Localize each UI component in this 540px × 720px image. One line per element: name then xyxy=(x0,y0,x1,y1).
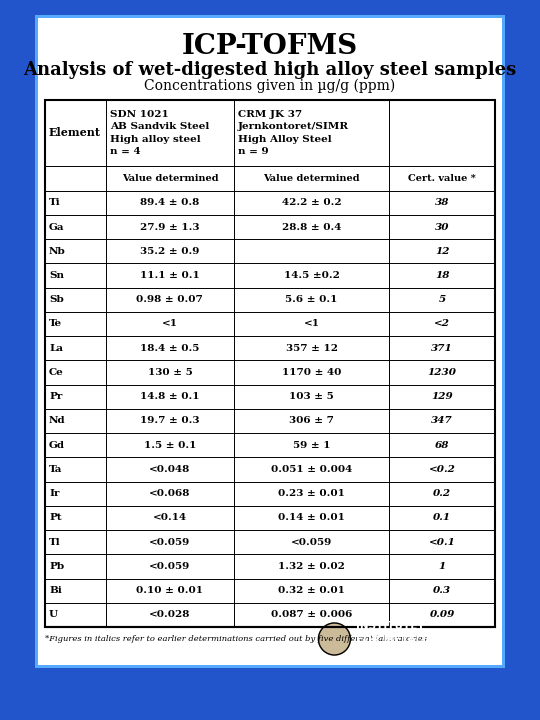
Text: 306 ± 7: 306 ± 7 xyxy=(289,416,334,426)
Text: <0.2: <0.2 xyxy=(429,465,456,474)
Text: 28.8 ± 0.4: 28.8 ± 0.4 xyxy=(282,222,341,232)
Text: 35.2 ± 0.9: 35.2 ± 0.9 xyxy=(140,247,200,256)
Text: SDN 1021
AB Sandvik Steel
High alloy steel
n = 4: SDN 1021 AB Sandvik Steel High alloy ste… xyxy=(110,109,209,156)
Text: 103 ± 5: 103 ± 5 xyxy=(289,392,334,401)
Text: 0.32 ± 0.01: 0.32 ± 0.01 xyxy=(278,586,345,595)
Text: Pr: Pr xyxy=(49,392,63,401)
Text: 0.10 ± 0.01: 0.10 ± 0.01 xyxy=(137,586,204,595)
Text: <0.14: <0.14 xyxy=(153,513,187,523)
Text: Tl: Tl xyxy=(49,538,60,546)
Text: 0.2: 0.2 xyxy=(433,489,451,498)
Text: Analysis of wet-digested high alloy steel samples: Analysis of wet-digested high alloy stee… xyxy=(23,61,517,79)
Text: 89.4 ± 0.8: 89.4 ± 0.8 xyxy=(140,198,199,207)
Text: 1: 1 xyxy=(438,562,445,571)
Text: 5: 5 xyxy=(438,295,445,305)
Text: 27.9 ± 1.3: 27.9 ± 1.3 xyxy=(140,222,200,232)
Text: <0.048: <0.048 xyxy=(149,465,191,474)
Text: <1: <1 xyxy=(303,320,320,328)
Text: Sn: Sn xyxy=(49,271,64,280)
Text: <0.059: <0.059 xyxy=(149,562,191,571)
Text: Value determined: Value determined xyxy=(264,174,360,183)
Text: Nb: Nb xyxy=(49,247,66,256)
Text: Pt: Pt xyxy=(49,513,62,523)
Text: <1: <1 xyxy=(162,320,178,328)
Text: 14.5 ±0.2: 14.5 ±0.2 xyxy=(284,271,340,280)
Text: ICP-TOFMS: ICP-TOFMS xyxy=(182,32,358,60)
Text: CRM JK 37
Jernkontoret/SIMR
High Alloy Steel
n = 9: CRM JK 37 Jernkontoret/SIMR High Alloy S… xyxy=(238,109,349,156)
Text: 18.4 ± 0.5: 18.4 ± 0.5 xyxy=(140,343,200,353)
Text: 14.8 ± 0.1: 14.8 ± 0.1 xyxy=(140,392,200,401)
Text: Cert. value *: Cert. value * xyxy=(408,174,476,183)
Text: 130 ± 5: 130 ± 5 xyxy=(147,368,192,377)
Text: U: U xyxy=(49,611,58,619)
Text: 1.5 ± 0.1: 1.5 ± 0.1 xyxy=(144,441,196,450)
Text: Ce: Ce xyxy=(49,368,64,377)
Text: 5.6 ± 0.1: 5.6 ± 0.1 xyxy=(286,295,338,305)
Text: 357 ± 12: 357 ± 12 xyxy=(286,343,338,353)
Text: SWEDISH INSTITUTE FOR METALS RESEARCH: SWEDISH INSTITUTE FOR METALS RESEARCH xyxy=(356,644,496,649)
Text: 19.7 ± 0.3: 19.7 ± 0.3 xyxy=(140,416,200,426)
Bar xyxy=(38,18,502,665)
Text: <0.059: <0.059 xyxy=(291,538,332,546)
Text: 12: 12 xyxy=(435,247,449,256)
Text: Pb: Pb xyxy=(49,562,64,571)
Text: Ir: Ir xyxy=(49,489,59,498)
Text: <0.028: <0.028 xyxy=(149,611,191,619)
Text: 0.3: 0.3 xyxy=(433,586,451,595)
Text: 0.1: 0.1 xyxy=(433,513,451,523)
Text: Ti: Ti xyxy=(49,198,60,207)
Text: Te: Te xyxy=(49,320,62,328)
Text: 371: 371 xyxy=(431,343,453,353)
Text: Concentrations given in µg/g (ppm): Concentrations given in µg/g (ppm) xyxy=(144,78,396,93)
Text: 347: 347 xyxy=(431,416,453,426)
Text: 1170 ± 40: 1170 ± 40 xyxy=(282,368,341,377)
Text: 42.2 ± 0.2: 42.2 ± 0.2 xyxy=(282,198,341,207)
Text: *Figures in italics refer to earlier determinations carried out by five differen: *Figures in italics refer to earlier det… xyxy=(45,635,427,643)
Text: 30: 30 xyxy=(435,222,449,232)
Text: 129: 129 xyxy=(431,392,453,401)
Text: Value determined: Value determined xyxy=(122,174,218,183)
Circle shape xyxy=(319,623,350,655)
Bar xyxy=(35,15,505,668)
Text: 11.1 ± 0.1: 11.1 ± 0.1 xyxy=(140,271,200,280)
Text: Gd: Gd xyxy=(49,441,65,450)
Text: <2: <2 xyxy=(434,320,450,328)
Text: 68: 68 xyxy=(435,441,449,450)
Text: Nd: Nd xyxy=(49,416,66,426)
Text: 18: 18 xyxy=(435,271,449,280)
Text: 0.14 ± 0.01: 0.14 ± 0.01 xyxy=(278,513,345,523)
Text: INSTITUTET
FÖR METALLFORSKNING: INSTITUTET FÖR METALLFORSKNING xyxy=(356,621,498,644)
Text: 0.051 ± 0.004: 0.051 ± 0.004 xyxy=(271,465,352,474)
Text: 1230: 1230 xyxy=(428,368,457,377)
Text: 38: 38 xyxy=(435,198,449,207)
Text: 0.09: 0.09 xyxy=(429,611,455,619)
Text: La: La xyxy=(49,343,63,353)
Text: 0.98 ± 0.07: 0.98 ± 0.07 xyxy=(137,295,203,305)
Text: <0.059: <0.059 xyxy=(149,538,191,546)
Text: Ta: Ta xyxy=(49,465,63,474)
Text: Bi: Bi xyxy=(49,586,62,595)
Text: Sb: Sb xyxy=(49,295,64,305)
Text: 0.087 ± 0.006: 0.087 ± 0.006 xyxy=(271,611,352,619)
Text: Ga: Ga xyxy=(49,222,64,232)
Text: 59 ± 1: 59 ± 1 xyxy=(293,441,330,450)
Text: 0.23 ± 0.01: 0.23 ± 0.01 xyxy=(278,489,345,498)
Text: 1.32 ± 0.02: 1.32 ± 0.02 xyxy=(278,562,345,571)
Text: Element: Element xyxy=(49,127,101,138)
Text: <0.068: <0.068 xyxy=(149,489,191,498)
Text: <0.1: <0.1 xyxy=(429,538,456,546)
Bar xyxy=(45,100,495,627)
